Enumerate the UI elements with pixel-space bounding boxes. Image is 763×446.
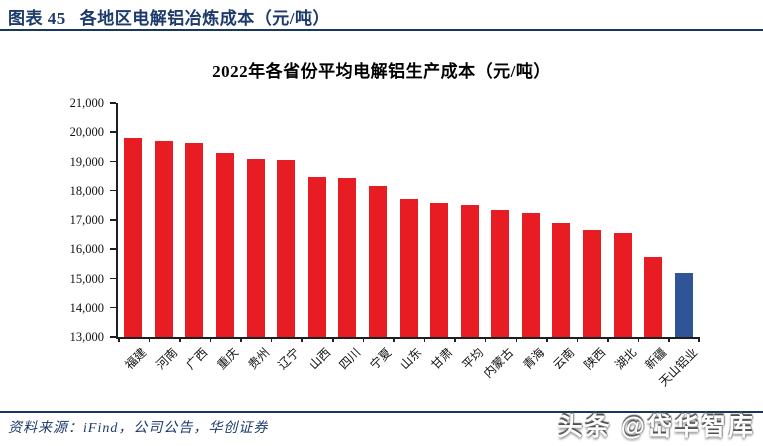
y-axis-tick: [110, 248, 116, 250]
bar-山西: [307, 176, 326, 337]
bar-宁夏: [368, 185, 387, 337]
x-axis-tick: [546, 337, 548, 342]
y-axis-label: 17,000: [69, 213, 104, 227]
x-axis-label: 宁夏: [367, 345, 395, 373]
x-axis-label: 新疆: [642, 345, 670, 373]
x-axis-label: 山西: [306, 345, 333, 373]
bar-福建: [124, 138, 143, 337]
x-axis-label: 辽宁: [275, 345, 303, 373]
y-axis-tick: [110, 160, 116, 162]
x-axis-tick: [301, 337, 303, 342]
x-axis-label: 内蒙古: [481, 345, 517, 381]
x-axis-tick: [668, 337, 670, 342]
y-axis-tick: [110, 189, 116, 192]
bar-甘肃: [430, 203, 449, 337]
y-axis-label: 19,000: [69, 154, 104, 169]
figure-caption-title: 各地区电解铝冶炼成本（元/吨）: [79, 9, 330, 28]
x-axis-tick: [393, 337, 395, 342]
bar-青海: [521, 212, 540, 337]
y-axis-label: 20,000: [69, 125, 104, 140]
bar-内蒙古: [491, 209, 510, 337]
y-axis-tick: [110, 131, 116, 133]
x-axis-tick: [607, 337, 609, 342]
bar-山东: [399, 198, 418, 337]
y-axis-tick: [110, 102, 116, 104]
x-axis-tick: [454, 337, 456, 342]
bar-新疆: [644, 256, 663, 337]
footer-divider: [0, 411, 763, 413]
y-axis-label: 14,000: [69, 300, 104, 315]
x-axis-label: 平均: [458, 345, 486, 373]
x-axis-tick: [362, 337, 365, 342]
x-axis-label: 湖北: [611, 345, 639, 373]
y-axis-label: 15,000: [69, 271, 104, 286]
x-axis-label: 重庆: [214, 345, 242, 373]
x-axis-tick: [698, 337, 700, 342]
header-divider: [0, 29, 763, 31]
bar-湖北: [613, 233, 632, 337]
x-axis-tick: [118, 337, 120, 342]
x-axis-tick: [240, 337, 242, 342]
x-axis-label: 福建: [122, 345, 150, 373]
chart-title: 2022年各省份平均电解铝生产成本（元/吨）: [212, 62, 551, 81]
watermark: 头条 @岱华智库: [557, 413, 755, 441]
x-axis-tick: [148, 337, 151, 342]
y-axis-label: 18,000: [69, 183, 104, 198]
x-axis-label: 河南: [153, 345, 181, 373]
x-axis-tick: [515, 337, 518, 342]
bar-重庆: [216, 152, 235, 337]
source-note: 资料来源：iFind，公司公告，华创证券: [8, 421, 269, 436]
x-axis-tick: [423, 337, 426, 342]
y-axis-label: 13,000: [69, 330, 104, 344]
bar-河南: [154, 141, 173, 337]
x-axis-tick: [576, 337, 579, 342]
bar-辽宁: [277, 160, 296, 337]
x-axis-label: 云南: [550, 345, 578, 373]
x-axis-label: 贵州: [244, 345, 272, 373]
bar-云南: [552, 222, 571, 337]
figure-label: 图表 45: [8, 9, 66, 28]
x-axis-label: 甘肃: [428, 345, 456, 373]
bar-陕西: [582, 230, 601, 337]
x-axis-tick: [637, 337, 640, 342]
x-axis-tick: [484, 337, 487, 342]
bar-广西: [185, 142, 204, 337]
x-axis-label: 陕西: [581, 345, 609, 373]
x-axis-tick: [209, 337, 212, 342]
y-axis-tick: [110, 219, 116, 221]
y-axis-tick: [110, 306, 116, 309]
bar-四川: [338, 177, 357, 337]
figure-caption: 图表 45 各地区电解铝冶炼成本（元/吨）: [8, 4, 330, 29]
plot-area: 13,000 14,000 15,000 16,000 17,000 18,000 19,0…: [70, 97, 700, 389]
bar-平均: [460, 204, 479, 337]
y-axis-label: 21,000: [69, 96, 104, 110]
x-axis-label: 青海: [520, 345, 548, 373]
x-axis-tick: [332, 337, 334, 342]
x-axis-label: 四川: [336, 345, 364, 373]
y-axis-tick: [110, 336, 116, 338]
bar-天山铝业: [674, 272, 693, 337]
x-axis-tick: [179, 337, 181, 342]
x-axis-label: 广西: [183, 345, 211, 373]
x-axis-tick: [270, 337, 273, 342]
bar-贵州: [246, 158, 265, 337]
y-axis-tick: [110, 277, 116, 279]
x-axis-label: 山东: [397, 345, 425, 373]
y-axis-label: 16,000: [69, 242, 104, 257]
